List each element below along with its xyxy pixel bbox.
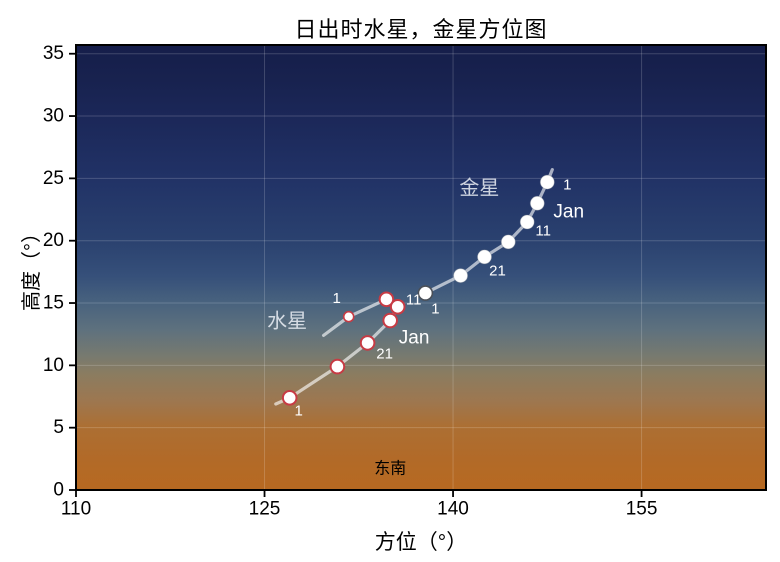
plot-frame bbox=[75, 44, 767, 491]
venus-point-day-11 bbox=[519, 214, 535, 230]
x-tick-label-140: 140 bbox=[437, 499, 469, 520]
mercury-date-label: 21 bbox=[376, 345, 393, 362]
venus-date-label: 1 bbox=[431, 301, 439, 318]
venus-point-3 bbox=[500, 234, 516, 250]
venus-point-day-1 bbox=[417, 285, 434, 301]
venus-date-label: 21 bbox=[489, 262, 506, 279]
y-axis-label: 高度（°） bbox=[21, 223, 43, 311]
mercury-point-day-21 bbox=[359, 335, 376, 351]
y-tick-label-30: 30 bbox=[43, 106, 64, 127]
mercury-date-label: 11 bbox=[406, 291, 422, 308]
compass-label: 东南 bbox=[374, 459, 406, 477]
mercury-point-3 bbox=[382, 312, 399, 329]
mercury-point-1 bbox=[378, 291, 395, 308]
mercury-name-label: 水星 bbox=[267, 310, 307, 333]
mercury-point-5 bbox=[329, 358, 346, 375]
venus-date-label: 11 bbox=[535, 223, 551, 240]
y-tick-label-0: 0 bbox=[53, 480, 64, 501]
y-tick-label-10: 10 bbox=[43, 355, 64, 376]
x-tick-label-110: 110 bbox=[61, 499, 91, 520]
venus-point-1 bbox=[529, 195, 545, 211]
y-tick-label-35: 35 bbox=[43, 43, 64, 64]
y-tick-label-15: 15 bbox=[43, 293, 64, 314]
y-tick-label-5: 5 bbox=[53, 417, 64, 438]
x-tick-label-155: 155 bbox=[626, 499, 658, 520]
mercury-month-label: Jan bbox=[399, 327, 430, 348]
venus-name-label: 金星 bbox=[459, 176, 499, 199]
mercury-point-day-1 bbox=[342, 310, 355, 323]
venus-point-day-21 bbox=[477, 249, 492, 265]
chart-title: 日出时水星，金星方位图 bbox=[294, 17, 548, 42]
sky-gradient-background bbox=[76, 45, 766, 490]
venus-point-5 bbox=[453, 268, 469, 284]
venus-date-label: 1 bbox=[563, 177, 571, 194]
x-tick-label-125: 125 bbox=[249, 499, 281, 520]
venus-month-label: Jan bbox=[553, 202, 584, 223]
mercury-date-label: 1 bbox=[333, 290, 341, 307]
venus-point-day-1 bbox=[539, 174, 555, 190]
y-tick-label-20: 20 bbox=[43, 230, 64, 251]
mercury-point-day-1 bbox=[281, 390, 298, 406]
mercury-point-day-11 bbox=[389, 299, 406, 315]
mercury-date-label: 1 bbox=[295, 402, 303, 419]
y-tick-label-25: 25 bbox=[43, 168, 64, 189]
x-axis-label: 方位（°） bbox=[374, 531, 468, 554]
